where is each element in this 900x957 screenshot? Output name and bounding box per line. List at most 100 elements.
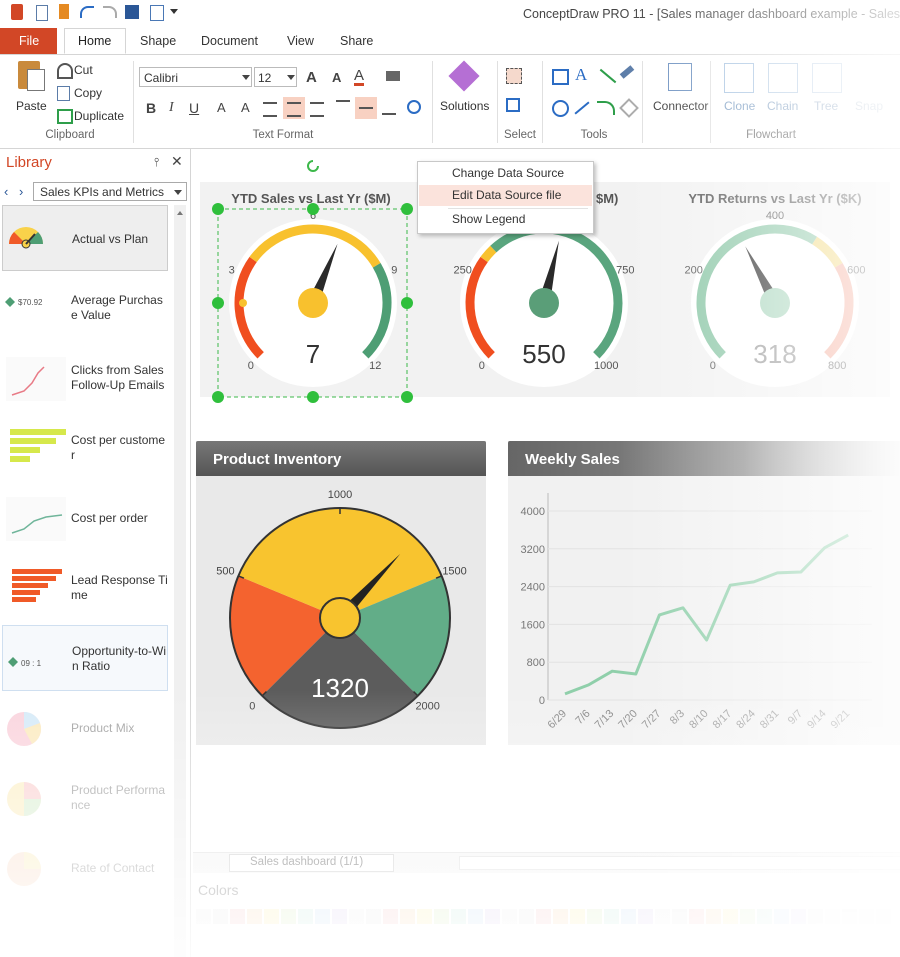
select-icon[interactable]: [506, 68, 522, 84]
superscript-icon[interactable]: A: [217, 100, 226, 115]
font-box[interactable]: [139, 67, 252, 87]
separator: [432, 61, 433, 143]
dropdown-text: Sales KPIs and Metrics: [40, 185, 165, 199]
selection-handle[interactable]: [401, 203, 413, 215]
size-box[interactable]: [254, 67, 297, 87]
ribbon-button-label[interactable]: Copy: [74, 86, 103, 100]
gauge-hub: [760, 288, 790, 318]
library-item[interactable]: Cost per order: [2, 485, 168, 551]
library-item[interactable]: Cost per customer: [2, 415, 168, 481]
gauge-title: YTD Returns vs Last Yr ($K): [688, 191, 861, 206]
y-tick-label: 1600: [521, 619, 545, 631]
item-thumbnail: [9, 227, 43, 249]
tab[interactable]: Share: [340, 34, 374, 48]
x-tick-label: 7/6: [573, 708, 592, 727]
library-item[interactable]: Lead Response Time: [2, 555, 168, 621]
selection-handle[interactable]: [401, 297, 413, 309]
gauge-band: [480, 245, 497, 263]
ribbon-button-label[interactable]: Paste: [16, 99, 47, 113]
x-tick-label: 8/31: [758, 708, 782, 732]
separator: [497, 61, 498, 143]
gauge-band: [465, 256, 495, 359]
thumb-shape: [12, 597, 36, 602]
ribbon-button-label[interactable]: Solutions: [440, 99, 490, 113]
close-button[interactable]: ✕: [171, 153, 183, 169]
gauge-tick-label: 1500: [442, 566, 466, 578]
library-title: Library: [6, 154, 52, 171]
qat-dropdown[interactable]: [170, 9, 178, 14]
menu-item[interactable]: Show Legend: [452, 212, 526, 226]
underline-icon[interactable]: U: [189, 100, 200, 116]
save-icon[interactable]: [125, 5, 139, 19]
italic-icon[interactable]: I: [169, 100, 174, 115]
align-right-icon[interactable]: [310, 102, 324, 117]
open-icon[interactable]: [59, 4, 69, 19]
shrink-font-icon[interactable]: A: [332, 70, 342, 85]
subscript-icon[interactable]: A: [241, 100, 250, 115]
grow-font-icon[interactable]: A: [306, 69, 317, 86]
ribbon-button-label[interactable]: Cut: [74, 63, 93, 77]
tab[interactable]: File: [19, 34, 40, 48]
item-thumbnail: [6, 357, 66, 401]
pin-button[interactable]: ⫯: [154, 155, 160, 169]
selection-handle[interactable]: [307, 203, 319, 215]
file-tab[interactable]: [0, 28, 57, 54]
menu-item[interactable]: Change Data Source: [452, 166, 565, 180]
redo-icon[interactable]: [103, 6, 117, 18]
library-item[interactable]: 09 : 1 Opportunity-to-Win Ratio: [2, 625, 168, 691]
library-item[interactable]: $70.92 Average Purchase Value: [2, 275, 168, 341]
thumb-text: 09 : 1: [21, 659, 42, 668]
tab[interactable]: Home: [78, 34, 112, 48]
cut-icon[interactable]: [57, 63, 73, 79]
valign-middle-icon: [359, 107, 373, 109]
preview-icon[interactable]: [150, 5, 164, 21]
x-tick-label: 8/17: [711, 708, 735, 732]
dropdown-arrow: [242, 75, 250, 80]
tab[interactable]: Shape: [140, 34, 177, 48]
font-name[interactable]: Calibri: [144, 71, 179, 85]
undo-icon[interactable]: [80, 6, 94, 18]
home-tab-bg[interactable]: [64, 28, 126, 54]
next-button[interactable]: ›: [19, 184, 24, 199]
gauge-tick-label: 250: [454, 264, 472, 276]
gauge-sector: [238, 508, 442, 618]
prev-button[interactable]: ‹: [4, 184, 9, 199]
y-tick-label: 800: [527, 657, 545, 669]
menu-item[interactable]: Edit Data Source file: [419, 185, 592, 206]
item-name: Cost per customer: [71, 433, 166, 462]
library-dropdown[interactable]: Sales KPIs and Metrics: [33, 182, 187, 201]
rect-tool[interactable]: [552, 69, 569, 85]
tab[interactable]: View: [287, 34, 314, 48]
app-icon[interactable]: [11, 4, 23, 20]
highlight-icon[interactable]: [386, 71, 400, 81]
select-all-icon[interactable]: [506, 98, 520, 112]
selection-handle[interactable]: [401, 391, 413, 403]
selection-handle[interactable]: [212, 203, 224, 215]
duplicate-icon[interactable]: [57, 109, 73, 124]
font-size[interactable]: 12: [258, 71, 272, 85]
gauge-title: YTD Sales vs Last Yr ($M): [231, 191, 390, 206]
x-tick-label: 8/3: [668, 708, 687, 727]
rotate-handle[interactable]: [307, 160, 319, 172]
valign-bottom-icon[interactable]: [382, 101, 396, 115]
library-item[interactable]: Clicks from Sales Follow-Up Emails: [2, 345, 168, 411]
tab[interactable]: Document: [201, 34, 258, 48]
selection-handle[interactable]: [212, 391, 224, 403]
ribbon-button-label[interactable]: Duplicate: [74, 109, 125, 123]
align-left-icon[interactable]: [263, 102, 277, 117]
text-tool[interactable]: A: [575, 65, 588, 84]
ellipse-tool[interactable]: [552, 100, 569, 117]
font-color-icon[interactable]: A: [354, 67, 365, 86]
new-icon[interactable]: [36, 5, 48, 21]
text-settings-icon[interactable]: [407, 100, 421, 114]
library-item[interactable]: Actual vs Plan: [2, 205, 168, 271]
valign-top-icon[interactable]: [336, 100, 350, 106]
selection-handle[interactable]: [212, 297, 224, 309]
curve-tool[interactable]: [597, 101, 615, 115]
selection-handle[interactable]: [307, 391, 319, 403]
bold-icon[interactable]: B: [146, 100, 157, 116]
thumb-shape: [26, 232, 43, 244]
copy-icon[interactable]: [57, 86, 70, 101]
scroll-up[interactable]: [177, 211, 183, 215]
